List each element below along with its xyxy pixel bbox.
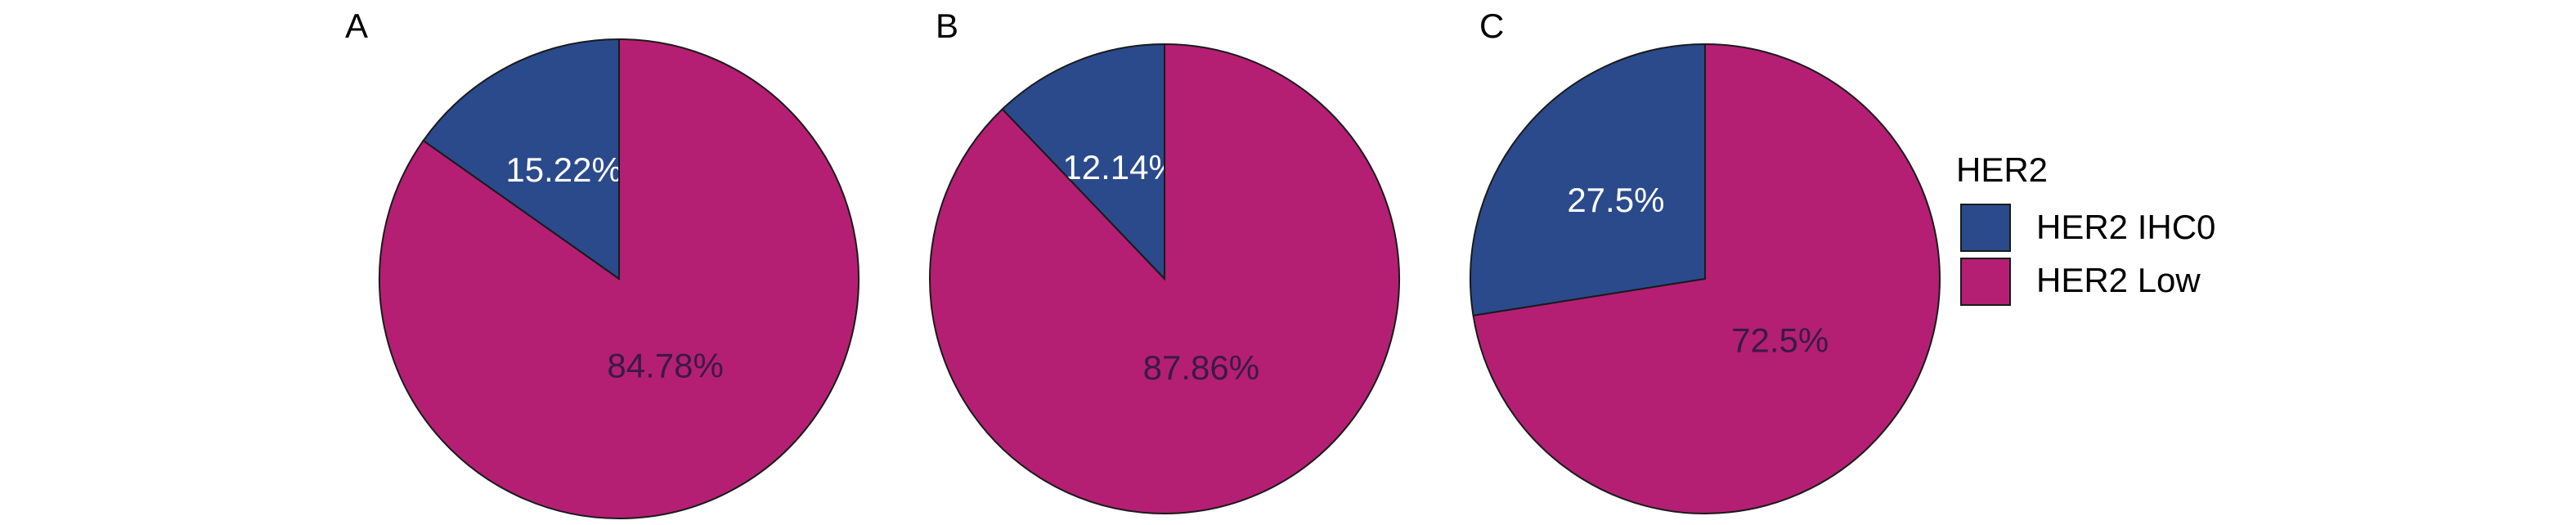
legend-label-her2-ihc0: HER2 IHC0 [2036,208,2215,246]
pie-c-label-her2-low: 72.5% [1731,321,1829,359]
pie-a: 15.22% 84.78% [379,38,859,519]
legend-swatch-her2-ihc0 [1960,204,2011,252]
pie-a-label-her2-low: 84.78% [607,346,723,384]
legend-title: HER2 [1956,150,2048,189]
pie-a-label-her2-ihc0: 15.22% [505,150,622,189]
legend-swatch-her2-low [1960,258,2011,306]
pie-c-slice-her2-ihc0 [1470,43,1706,317]
panel-a: A 15.22% 84.78% [345,7,859,519]
pie-b: 12.14% 87.86% [929,43,1400,514]
panel-label-b: B [936,7,958,45]
pie-c: 27.5% 72.5% [1470,43,1941,514]
pie-c-label-her2-ihc0: 27.5% [1567,181,1664,219]
pie-a-slice-her2-ihc0 [422,38,620,280]
legend: HER2 HER2 IHC0 HER2 Low [1956,150,2215,306]
pie-b-label-her2-low: 87.86% [1143,348,1259,387]
panel-label-c: C [1479,7,1504,45]
pie-a-slice-her2-low [379,38,859,519]
pie-b-slice-her2-low [929,43,1400,514]
panel-c: C 27.5% 72.5% [1470,7,1941,514]
pie-b-slice-her2-ihc0 [1001,43,1165,281]
legend-label-her2-low: HER2 Low [2036,261,2201,299]
pie-b-label-her2-ihc0: 12.14% [1062,148,1178,186]
panel-b: B 12.14% 87.86% [929,7,1400,514]
pie-c-slice-her2-low [1472,43,1941,514]
panel-label-a: A [345,7,368,45]
